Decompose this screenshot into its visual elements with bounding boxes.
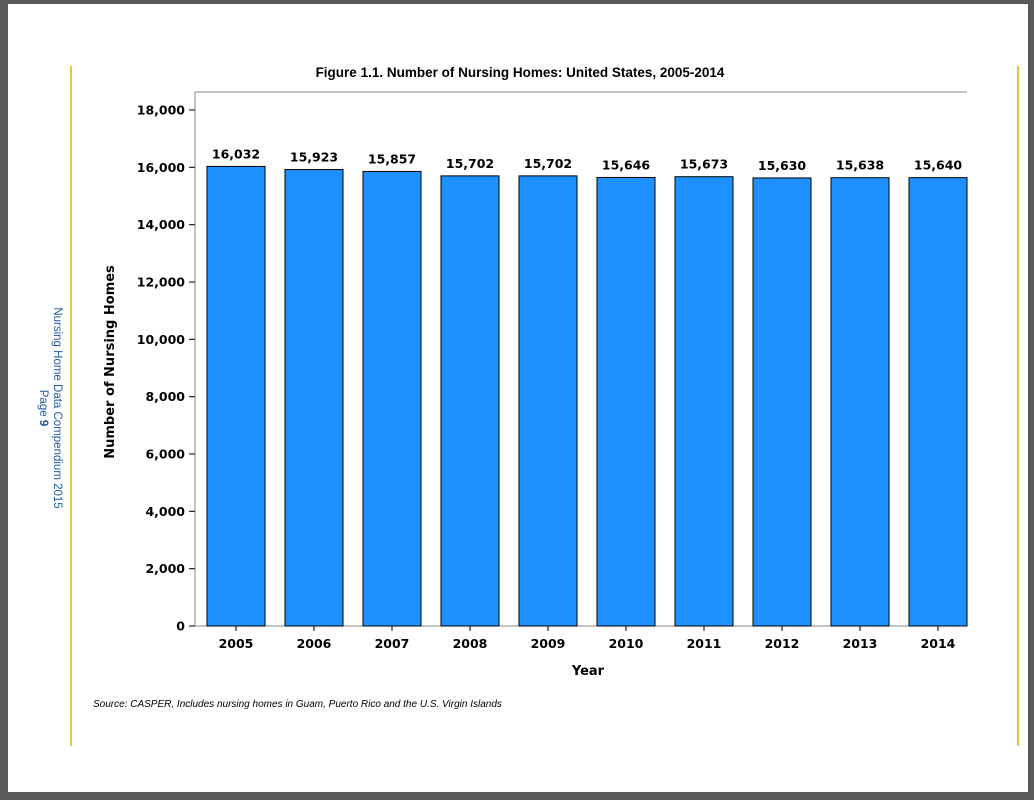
bar-data-label: 15,638 — [836, 158, 884, 173]
x-axis: 2005 2006 2007 2008 2009 2010 2011 2012 2013 2014 — [219, 626, 956, 651]
bar-data-label: 15,923 — [290, 150, 338, 165]
bar-data-label: 15,857 — [368, 151, 416, 166]
bar-data-label: 16,032 — [212, 146, 260, 161]
y-tick-label: 4,000 — [145, 504, 185, 519]
bar-data-label: 15,640 — [914, 158, 963, 173]
bar-data-label: 15,702 — [524, 156, 572, 171]
bar — [284, 169, 344, 627]
x-tick-label: 2005 — [219, 636, 254, 651]
bar-data-label: 15,673 — [680, 157, 728, 172]
x-tick-label: 2009 — [531, 636, 566, 651]
y-axis-title: Number of Nursing Homes — [103, 265, 118, 459]
x-tick-label: 2010 — [609, 636, 644, 651]
y-tick-label: 14,000 — [137, 217, 186, 232]
y-tick-label: 16,000 — [137, 160, 186, 175]
bar-data-label: 15,702 — [446, 156, 494, 171]
y-tick-label: 10,000 — [137, 332, 186, 347]
x-tick-label: 2014 — [921, 636, 956, 651]
chart-title: Figure 1.1. Number of Nursing Homes: Uni… — [316, 65, 725, 80]
right-margin-rule — [1017, 66, 1019, 746]
x-tick-label: 2011 — [687, 636, 722, 651]
x-axis-title: Year — [571, 664, 605, 679]
bar — [596, 176, 656, 627]
y-tick-label: 18,000 — [137, 103, 186, 118]
bar — [674, 176, 734, 627]
y-tick-label: 8,000 — [145, 389, 185, 404]
bar — [440, 175, 500, 627]
x-tick-label: 2007 — [375, 636, 410, 651]
x-tick-label: 2008 — [453, 636, 488, 651]
bar — [206, 165, 266, 627]
y-tick-label: 6,000 — [145, 447, 185, 462]
document-page: Nursing Home Data Compendium 2015 Page 9… — [8, 4, 1028, 792]
bar — [908, 177, 968, 627]
y-tick-label: 12,000 — [137, 275, 186, 290]
bars-group: 16,032 15,923 15,857 15,702 15,702 15,646 15,6… — [206, 146, 968, 627]
bar-data-label: 15,646 — [602, 157, 651, 172]
bar — [518, 175, 578, 627]
source-note: Source: CASPER, Includes nursing homes i… — [93, 699, 502, 710]
x-tick-label: 2012 — [765, 636, 800, 651]
bar-data-label: 15,630 — [758, 158, 807, 173]
bar — [362, 170, 422, 627]
y-axis: 0 2,000 4,000 6,000 8,000 10,000 12,000 14,000 1… — [137, 103, 195, 634]
x-tick-label: 2013 — [843, 636, 878, 651]
left-margin-rule — [70, 66, 72, 746]
bar — [830, 177, 890, 627]
x-tick-label: 2006 — [297, 636, 332, 651]
y-tick-label: 2,000 — [145, 561, 185, 576]
y-tick-label: 0 — [176, 619, 185, 634]
bar — [752, 177, 812, 627]
bar-chart: Figure 1.1. Number of Nursing Homes: Uni… — [103, 65, 968, 679]
